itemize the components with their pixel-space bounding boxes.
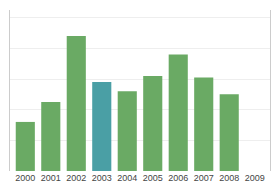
svg-text:2001: 2001 (41, 173, 61, 183)
svg-text:2004: 2004 (117, 173, 137, 183)
svg-text:2005: 2005 (143, 173, 163, 183)
svg-text:2000: 2000 (15, 173, 35, 183)
svg-text:2009: 2009 (245, 173, 265, 183)
svg-text:2006: 2006 (168, 173, 188, 183)
svg-text:2002: 2002 (66, 173, 86, 183)
svg-text:2003: 2003 (92, 173, 112, 183)
svg-text:2008: 2008 (219, 173, 239, 183)
svg-text:2007: 2007 (194, 173, 214, 183)
